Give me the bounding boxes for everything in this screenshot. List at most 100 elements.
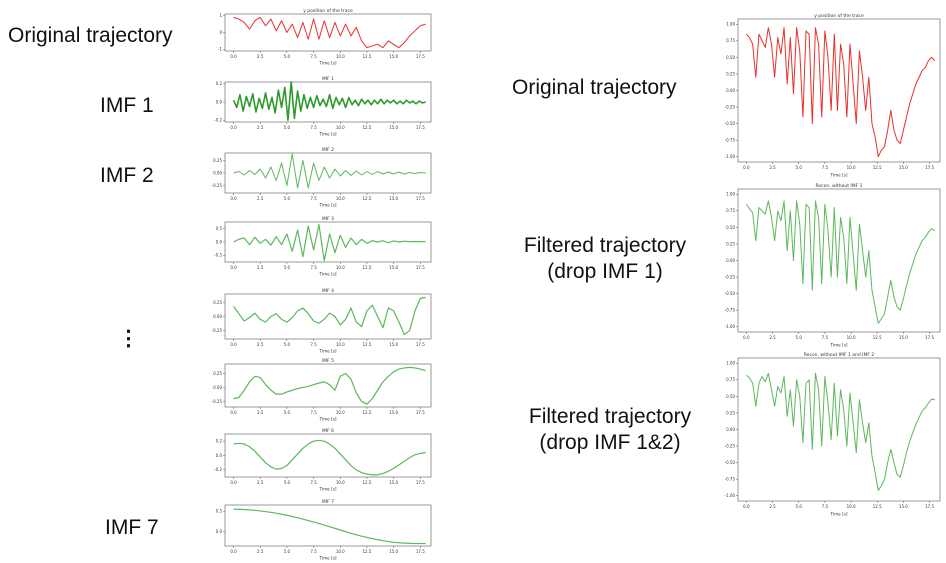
x-tick-label: 5.0 <box>284 265 291 270</box>
x-tick-label: 7.5 <box>822 504 829 509</box>
y-tick-label: 0.75 <box>726 208 735 213</box>
plot-frame <box>224 504 432 547</box>
y-tick-label: -1 <box>218 47 222 52</box>
imf1-svg: IMF 1 0.0 2.5 5.0 7.5 10.0 12.5 15.0 17.5 0.2 0.0 -… <box>214 76 432 137</box>
x-tick-label: 0.0 <box>743 504 750 509</box>
y-tick-label: 1.00 <box>726 192 735 197</box>
x-tick-label: 17.5 <box>416 410 425 415</box>
label-imf2: IMF 2 <box>100 164 154 187</box>
x-axis-label: Time [s] <box>318 349 336 354</box>
chart-right-filtered2: Recon. without IMF 1 and IMF 2 0.0 2.5 5.0 7… <box>712 349 944 517</box>
label-filtered1-line2: (drop IMF 1) <box>547 260 663 283</box>
x-tick-label: 10.0 <box>336 265 345 270</box>
x-tick-label: 15.0 <box>899 335 908 340</box>
x-tick-label: 0.0 <box>230 342 237 347</box>
x-tick-label: 17.5 <box>416 54 425 59</box>
y-tick-label: -0.2 <box>214 118 222 123</box>
x-tick-label: 5.0 <box>284 410 291 415</box>
x-tick-label: 17.5 <box>925 165 934 170</box>
x-tick-label: 2.5 <box>257 54 264 59</box>
plot-frame <box>224 433 432 478</box>
imf6-svg: IMF 6 0.0 2.5 5.0 7.5 10.0 12.5 15.0 17.5 0.2 0.0 -… <box>214 428 432 492</box>
series-line <box>233 508 426 545</box>
x-tick-label: 0.0 <box>230 480 237 485</box>
x-tick-label: 12.5 <box>873 165 882 170</box>
x-tick-label: 7.5 <box>822 335 829 340</box>
label-filtered2: Filtered trajectory (drop IMF 1&2) <box>510 404 710 456</box>
x-tick-label: 12.5 <box>873 335 882 340</box>
series-line <box>746 27 936 158</box>
y-tick-label: 1.00 <box>726 22 735 27</box>
x-tick-label: 12.5 <box>363 125 372 130</box>
x-tick-label: 12.5 <box>363 480 372 485</box>
imf3-svg: IMF 3 0.0 2.5 5.0 7.5 10.0 12.5 15.0 17.5 0.5 0.0 -… <box>214 216 432 277</box>
x-tick-label: 15.0 <box>389 410 398 415</box>
label-ellipsis: ⋮ <box>118 327 139 350</box>
x-tick-label: 17.5 <box>416 480 425 485</box>
x-tick-label: 10.0 <box>336 54 345 59</box>
x-axis-label: Time [s] <box>829 512 847 517</box>
x-tick-label: 10.0 <box>847 165 856 170</box>
x-tick-label: 0.0 <box>230 125 237 130</box>
x-tick-label: 7.5 <box>310 125 317 130</box>
x-tick-label: 10.0 <box>336 342 345 347</box>
x-tick-label: 7.5 <box>310 265 317 270</box>
label-filtered1-line1: Filtered trajectory <box>523 234 687 257</box>
x-tick-label: 15.0 <box>389 125 398 130</box>
x-tick-label: 7.5 <box>310 549 317 554</box>
x-tick-label: 15.0 <box>389 549 398 554</box>
y-tick-label: -1.00 <box>725 324 736 329</box>
y-tick-label: 0.50 <box>726 394 735 399</box>
y-tick-label: 0.00 <box>726 258 735 263</box>
y-tick-label: 0.2 <box>216 439 223 444</box>
x-tick-label: 7.5 <box>310 342 317 347</box>
x-axis-label: Time [s] <box>318 272 336 277</box>
series-line <box>745 200 936 324</box>
x-tick-label: 7.5 <box>822 165 829 170</box>
y-tick-label: 0.0 <box>216 453 223 458</box>
y-tick-label: 0.5 <box>216 509 223 514</box>
x-tick-label: 12.5 <box>363 196 372 201</box>
chart-title: IMF 2 <box>322 147 334 153</box>
right-original-svg: y position of the trace 0.0 2.5 5.0 7.5 10.0 1… <box>725 13 941 178</box>
x-tick-label: 7.5 <box>310 196 317 201</box>
series-line <box>233 224 426 262</box>
y-tick-label: -0.75 <box>725 308 736 313</box>
y-tick-label: 0.00 <box>213 170 222 175</box>
x-tick-label: 17.5 <box>925 335 934 340</box>
y-tick-label: 0.2 <box>216 81 223 86</box>
x-tick-label: 5.0 <box>284 54 291 59</box>
x-axis-label: Time [s] <box>318 203 336 208</box>
y-tick-label: -0.75 <box>725 138 736 143</box>
x-tick-label: 12.5 <box>363 54 372 59</box>
y-tick-label: -0.25 <box>212 183 223 188</box>
x-tick-label: 2.5 <box>257 410 264 415</box>
y-tick-label: 0.50 <box>726 55 735 60</box>
x-tick-label: 17.5 <box>416 125 425 130</box>
y-tick-label: 0.5 <box>216 226 223 231</box>
chart-imf4: IMF 4 0.0 2.5 5.0 7.5 10.0 12.5 15.0 17.5 0.25 0.0… <box>205 286 435 354</box>
y-tick-label: -0.25 <box>725 104 736 109</box>
y-tick-label: -0.25 <box>212 328 223 333</box>
y-tick-label: 0.00 <box>726 88 735 93</box>
x-tick-label: 5.0 <box>796 335 803 340</box>
x-tick-label: 5.0 <box>284 125 291 130</box>
series-line <box>233 366 426 405</box>
y-tick-label: 1 <box>219 13 222 18</box>
x-axis-label: Time [s] <box>318 417 336 422</box>
x-tick-label: 10.0 <box>847 335 856 340</box>
x-tick-label: 5.0 <box>284 480 291 485</box>
y-tick-label: -0.25 <box>212 399 223 404</box>
chart-title: IMF 3 <box>322 216 334 222</box>
x-tick-label: 0.0 <box>230 54 237 59</box>
label-filtered2-line1: Filtered trajectory <box>528 405 692 428</box>
x-tick-label: 10.0 <box>336 410 345 415</box>
x-tick-label: 2.5 <box>769 504 776 509</box>
x-axis-label: Time [s] <box>318 61 336 66</box>
y-tick-label: -0.75 <box>725 477 736 482</box>
chart-title: IMF 4 <box>322 288 334 294</box>
right-filtered-2-svg: Recon. without IMF 1 and IMF 2 0.0 2.5 5.0 7… <box>725 352 941 517</box>
x-tick-label: 5.0 <box>796 504 803 509</box>
chart-title: IMF 6 <box>322 428 334 434</box>
x-tick-label: 12.5 <box>873 504 882 509</box>
